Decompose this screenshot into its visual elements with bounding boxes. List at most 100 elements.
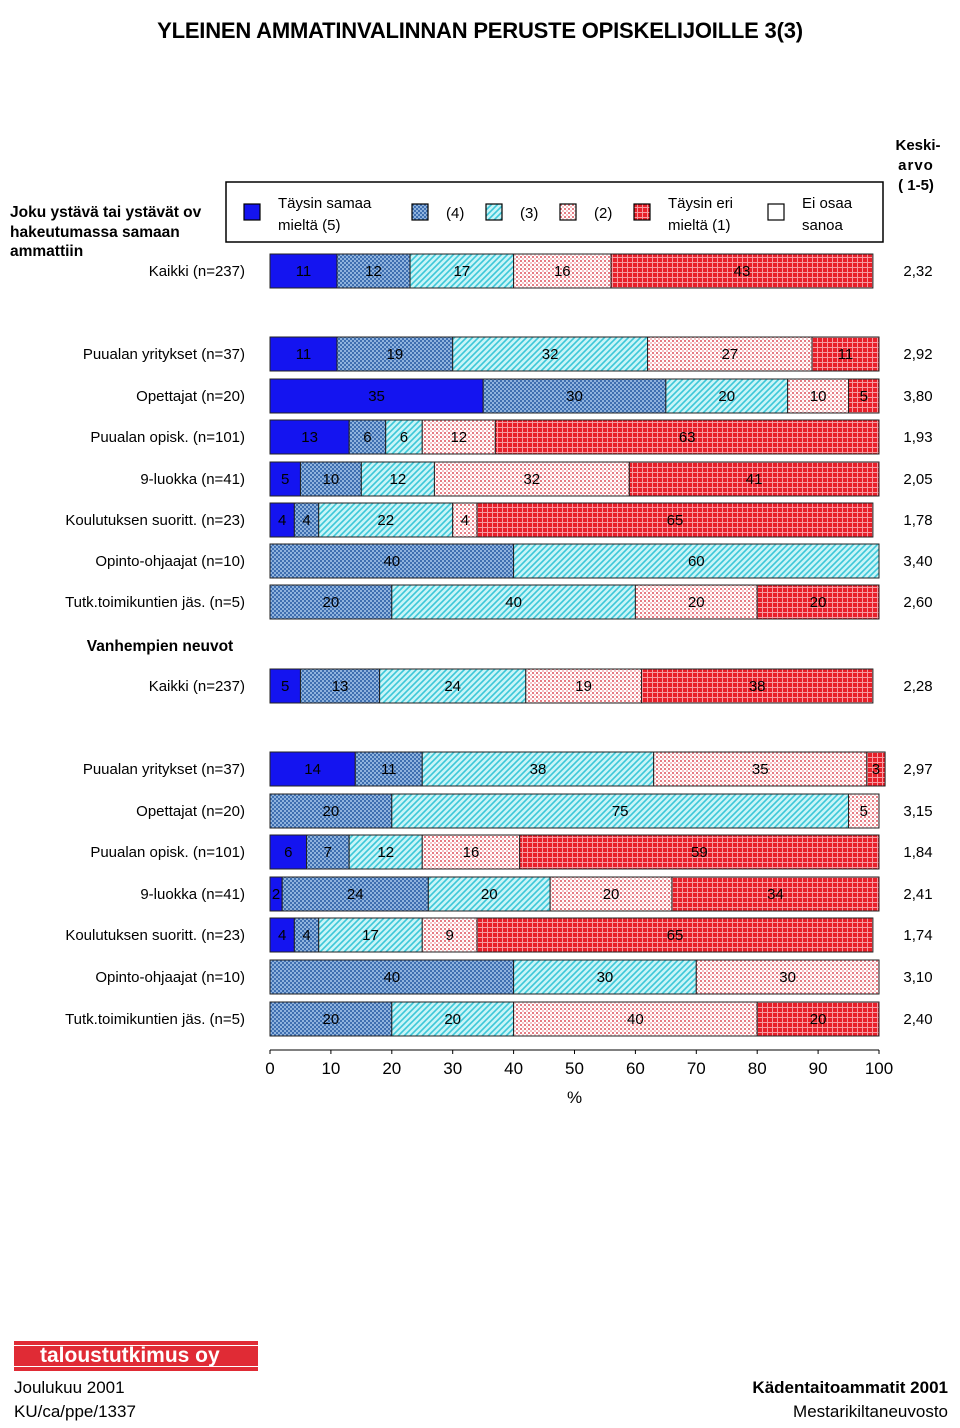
bar-segment-cat4 xyxy=(336,253,411,289)
page-title: YLEINEN AMMATINVALINNAN PERUSTE OPISKELI… xyxy=(157,18,803,43)
data-label: 6 xyxy=(284,844,292,861)
data-label: 20 xyxy=(603,886,620,903)
bar-segment-cat2 xyxy=(848,793,880,829)
x-tick-label: 30 xyxy=(443,1059,462,1078)
data-label: 4 xyxy=(278,512,286,529)
row-label: Koulutuksen suoritt. (n=23) xyxy=(65,927,245,944)
data-label: 11 xyxy=(296,346,312,363)
legend-label: sanoa xyxy=(802,217,844,234)
mean-value: 3,15 xyxy=(903,803,932,820)
data-label: 5 xyxy=(281,678,289,695)
mean-value: 2,40 xyxy=(903,1011,932,1028)
data-label: 38 xyxy=(530,761,547,778)
keskiarvo-header: ( 1-5) xyxy=(898,177,934,194)
bar-segment-taysin-eri xyxy=(610,253,874,289)
data-label: 32 xyxy=(524,471,541,488)
data-label: 24 xyxy=(347,886,364,903)
data-label: 30 xyxy=(566,388,583,405)
data-label: 40 xyxy=(505,594,522,611)
bar-segment-cat3 xyxy=(409,253,515,289)
data-label: 12 xyxy=(390,471,407,488)
keskiarvo-header: arvo xyxy=(898,157,934,174)
data-label: 35 xyxy=(752,761,769,778)
data-label: 27 xyxy=(721,346,738,363)
data-label: 30 xyxy=(597,969,614,986)
bar-segment-cat4 xyxy=(269,543,515,579)
bar-segment-cat2 xyxy=(421,419,496,455)
data-label: 20 xyxy=(323,1011,340,1028)
data-label: 20 xyxy=(810,1011,827,1028)
bar-segment-cat4 xyxy=(482,378,667,414)
data-label: 11 xyxy=(381,761,397,778)
data-label: 2 xyxy=(272,886,280,903)
data-label: 41 xyxy=(746,471,763,488)
bar-segment-taysin-eri xyxy=(671,876,880,912)
bar-segment-taysin-eri xyxy=(866,751,886,787)
legend-label: (4) xyxy=(446,205,464,222)
bar-segment-cat4 xyxy=(299,668,381,704)
legend-label: Täysin samaa xyxy=(278,195,372,212)
data-label: 11 xyxy=(838,346,854,363)
data-label: 9 xyxy=(445,927,453,944)
bar-segment-cat2 xyxy=(695,959,880,995)
bar-segment-cat3 xyxy=(318,502,454,538)
bar-segment-cat3 xyxy=(665,378,789,414)
bar-segment-cat2 xyxy=(647,336,813,372)
bar-segment-taysin-samaa xyxy=(269,378,484,414)
row-label: Puualan yritykset (n=37) xyxy=(83,346,245,363)
x-tick-label: 90 xyxy=(809,1059,828,1078)
data-label: 19 xyxy=(575,678,592,695)
data-label: 5 xyxy=(860,803,868,820)
data-label: 12 xyxy=(450,429,467,446)
legend-label: mieltä (5) xyxy=(278,217,341,234)
bar-segment-taysin-eri xyxy=(519,834,880,870)
legend-swatch-taysin-eri xyxy=(633,203,651,221)
data-label: 34 xyxy=(767,886,784,903)
data-label: 16 xyxy=(463,844,480,861)
brand-logo: taloustutkimus oy xyxy=(14,1341,258,1371)
bar-segment-cat3 xyxy=(391,584,636,620)
section-title: ammattiin xyxy=(10,243,83,260)
bar-segment-cat4 xyxy=(281,876,429,912)
data-label: 59 xyxy=(691,844,708,861)
legend-swatch-ei-osaa xyxy=(767,203,785,221)
data-label: 40 xyxy=(627,1011,644,1028)
bar-segment-taysin-samaa xyxy=(269,336,338,372)
mean-value: 1,84 xyxy=(903,844,932,861)
bar-segment-taysin-samaa xyxy=(269,917,295,953)
mean-value: 2,05 xyxy=(903,471,932,488)
data-label: 40 xyxy=(383,969,400,986)
bar-segment-taysin-eri xyxy=(476,502,874,538)
data-label: 60 xyxy=(688,553,705,570)
data-label: 40 xyxy=(383,553,400,570)
bar-segment-cat3 xyxy=(318,917,423,953)
x-tick-label: 0 xyxy=(265,1059,274,1078)
data-label: 10 xyxy=(323,471,340,488)
bar-segment-cat4 xyxy=(269,793,393,829)
mean-value: 2,60 xyxy=(903,594,932,611)
mean-value: 2,32 xyxy=(903,263,932,280)
bar-segment-cat3 xyxy=(513,543,880,579)
row-label: Opinto-ohjaajat (n=10) xyxy=(95,969,245,986)
data-label: 22 xyxy=(377,512,394,529)
data-label: 5 xyxy=(281,471,289,488)
data-label: 7 xyxy=(324,844,332,861)
legend-label: (3) xyxy=(520,205,538,222)
bar-segment-taysin-eri xyxy=(476,917,874,953)
mean-value: 2,97 xyxy=(903,761,932,778)
bar-segment-taysin-samaa xyxy=(269,751,356,787)
bar-segment-taysin-samaa xyxy=(269,668,301,704)
legend-swatch-cat2 xyxy=(559,203,577,221)
bar-segment-taysin-samaa xyxy=(269,502,295,538)
data-label: 6 xyxy=(400,429,408,446)
bar-segment-taysin-eri xyxy=(494,419,880,455)
row-label: Kaikki (n=237) xyxy=(149,263,245,280)
bar-segment-cat3 xyxy=(421,751,655,787)
mean-value: 3,10 xyxy=(903,969,932,986)
section-title: Joku ystävä tai ystävät ov xyxy=(10,204,202,221)
row-label: 9-luokka (n=41) xyxy=(140,471,245,488)
data-label: 20 xyxy=(323,803,340,820)
data-label: 5 xyxy=(860,388,868,405)
bar-segment-taysin-eri xyxy=(848,378,880,414)
